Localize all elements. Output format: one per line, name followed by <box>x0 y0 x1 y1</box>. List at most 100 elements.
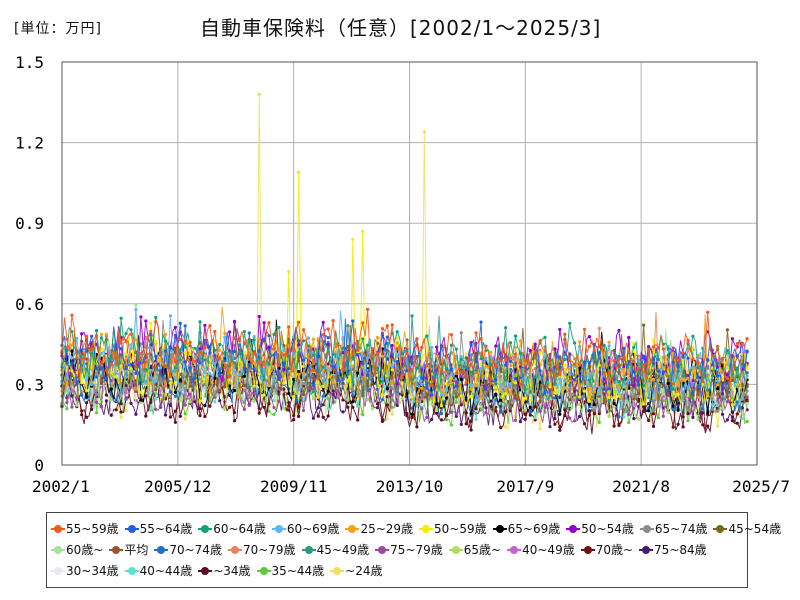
legend-label: 50~59歳 <box>434 522 487 536</box>
data-point <box>602 401 606 405</box>
legend-label: 35~44歳 <box>271 564 325 578</box>
data-point <box>287 404 291 408</box>
data-point <box>370 347 375 351</box>
data-point <box>129 328 133 332</box>
data-point <box>568 398 572 402</box>
data-point <box>415 337 419 341</box>
data-point <box>144 368 148 372</box>
data-point <box>159 353 163 357</box>
data-point <box>671 404 675 408</box>
data-point <box>415 377 419 381</box>
data-point <box>154 407 158 411</box>
data-point <box>193 359 197 363</box>
data-point <box>696 392 700 396</box>
data-point <box>361 413 365 417</box>
data-point <box>380 417 384 421</box>
data-point <box>696 360 700 364</box>
data-point <box>124 339 128 344</box>
data-point <box>725 328 730 332</box>
data-point <box>159 393 163 397</box>
data-point <box>99 362 103 366</box>
data-point <box>188 366 192 370</box>
data-point <box>321 320 325 324</box>
data-point <box>124 397 128 401</box>
data-point <box>494 398 498 402</box>
data-point <box>499 367 503 371</box>
data-point <box>257 361 261 365</box>
data-point <box>385 417 389 421</box>
data-point <box>632 383 636 387</box>
data-point <box>420 394 424 398</box>
legend-label: 40~44歳 <box>139 564 193 578</box>
x-tick-label: 2013/10 <box>376 477 443 496</box>
data-point <box>513 352 518 356</box>
legend-item: 70歳~ <box>580 541 633 558</box>
data-point <box>316 395 320 399</box>
data-point <box>592 385 596 389</box>
data-point <box>361 321 365 325</box>
data-point <box>346 378 350 382</box>
legend-label: ~24歳 <box>345 564 383 578</box>
data-point <box>538 369 542 373</box>
data-point <box>533 405 537 409</box>
data-point <box>553 417 557 421</box>
data-point <box>228 398 232 402</box>
data-point <box>484 374 488 378</box>
data-point <box>558 428 562 432</box>
data-point <box>75 356 79 360</box>
data-point <box>297 405 301 410</box>
data-point <box>99 336 103 340</box>
data-point <box>533 397 537 401</box>
data-point <box>390 412 394 416</box>
data-point <box>553 373 557 377</box>
data-point <box>533 418 537 422</box>
data-point <box>213 387 217 391</box>
data-point <box>435 345 439 349</box>
data-point <box>326 342 330 346</box>
data-point <box>637 383 641 387</box>
data-point <box>356 376 360 381</box>
data-point <box>301 392 306 397</box>
data-point <box>311 368 315 373</box>
data-point <box>139 315 143 319</box>
data-point <box>587 404 592 408</box>
data-point <box>459 378 463 382</box>
data-point <box>686 419 690 423</box>
data-point <box>178 321 182 325</box>
legend-label: 70~79歳 <box>242 543 296 557</box>
data-point <box>149 391 153 395</box>
data-point <box>351 393 355 397</box>
data-point <box>415 399 419 403</box>
data-point <box>725 362 730 367</box>
data-point <box>213 354 217 358</box>
data-point <box>725 400 730 404</box>
data-point <box>94 388 99 393</box>
data-point <box>356 394 360 398</box>
data-point <box>528 413 532 417</box>
data-point <box>104 393 108 397</box>
data-point <box>642 354 646 358</box>
data-point <box>356 348 360 352</box>
data-point <box>395 382 399 386</box>
data-point <box>671 407 675 412</box>
data-point <box>163 384 168 388</box>
data-point <box>306 387 311 391</box>
data-point <box>716 344 720 349</box>
data-point <box>725 418 730 422</box>
data-point <box>223 384 227 388</box>
data-point <box>494 378 498 382</box>
data-point <box>696 401 700 405</box>
data-point <box>336 379 340 383</box>
data-point <box>691 400 695 404</box>
data-point <box>439 418 444 422</box>
data-point <box>366 373 370 377</box>
data-point <box>444 418 449 422</box>
data-point <box>370 407 375 411</box>
data-point <box>287 401 291 405</box>
legend-item: 60歳~ <box>51 541 103 558</box>
data-point <box>351 364 355 368</box>
data-point <box>716 374 720 378</box>
data-point <box>513 386 518 390</box>
data-point <box>676 358 680 362</box>
data-point <box>464 352 468 356</box>
